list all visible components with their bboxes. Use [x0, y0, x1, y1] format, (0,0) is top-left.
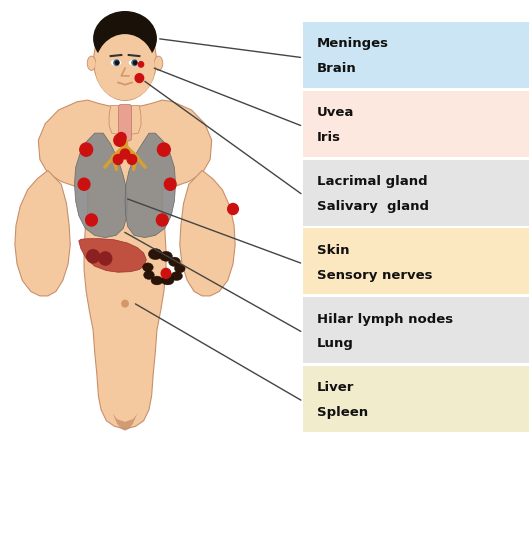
Polygon shape [113, 414, 137, 431]
Circle shape [156, 214, 168, 226]
FancyBboxPatch shape [303, 22, 529, 88]
FancyBboxPatch shape [303, 366, 529, 432]
Ellipse shape [174, 264, 185, 273]
Circle shape [114, 60, 119, 65]
Text: Salivary  gland: Salivary gland [317, 200, 429, 213]
Circle shape [115, 61, 119, 64]
Text: Iris: Iris [317, 131, 340, 144]
Circle shape [87, 250, 99, 263]
Text: Spleen: Spleen [317, 406, 368, 419]
Circle shape [114, 134, 126, 146]
Circle shape [157, 143, 170, 156]
Circle shape [161, 268, 171, 278]
Circle shape [138, 62, 144, 67]
Ellipse shape [129, 60, 139, 65]
Text: Skin: Skin [317, 244, 349, 257]
Text: Hilar lymph nodes: Hilar lymph nodes [317, 312, 453, 326]
Text: Sensory nerves: Sensory nerves [317, 268, 432, 282]
Circle shape [120, 149, 130, 159]
Polygon shape [74, 133, 128, 238]
Ellipse shape [148, 249, 162, 260]
Circle shape [99, 252, 112, 265]
FancyBboxPatch shape [303, 228, 529, 294]
Circle shape [122, 300, 128, 307]
Polygon shape [15, 170, 70, 296]
Circle shape [132, 60, 137, 65]
FancyBboxPatch shape [303, 160, 529, 226]
Circle shape [134, 61, 137, 64]
FancyBboxPatch shape [303, 91, 529, 157]
Polygon shape [38, 100, 212, 429]
Ellipse shape [171, 272, 182, 280]
Text: Liver: Liver [317, 381, 354, 394]
FancyBboxPatch shape [303, 297, 529, 363]
Ellipse shape [169, 257, 180, 267]
Circle shape [113, 155, 123, 164]
Ellipse shape [93, 11, 157, 66]
Polygon shape [125, 133, 176, 238]
Ellipse shape [95, 34, 155, 100]
Polygon shape [79, 239, 146, 272]
Circle shape [117, 133, 126, 142]
Ellipse shape [160, 251, 172, 261]
Ellipse shape [143, 263, 153, 272]
FancyBboxPatch shape [119, 104, 131, 141]
Circle shape [135, 74, 144, 82]
Circle shape [164, 178, 176, 190]
Circle shape [80, 143, 93, 156]
Text: Lacrimal gland: Lacrimal gland [317, 175, 427, 188]
Circle shape [228, 204, 238, 214]
Ellipse shape [87, 56, 96, 70]
Circle shape [78, 178, 90, 190]
Circle shape [86, 214, 97, 226]
Ellipse shape [111, 60, 121, 65]
Ellipse shape [144, 271, 154, 279]
Polygon shape [109, 106, 141, 135]
Ellipse shape [94, 20, 156, 100]
Text: Uvea: Uvea [317, 106, 354, 119]
Text: Meninges: Meninges [317, 37, 388, 51]
Ellipse shape [151, 276, 163, 285]
Text: Brain: Brain [317, 62, 356, 75]
Text: Lung: Lung [317, 337, 353, 350]
Circle shape [127, 155, 137, 164]
Ellipse shape [161, 276, 174, 285]
Polygon shape [180, 170, 235, 296]
Ellipse shape [154, 56, 163, 70]
